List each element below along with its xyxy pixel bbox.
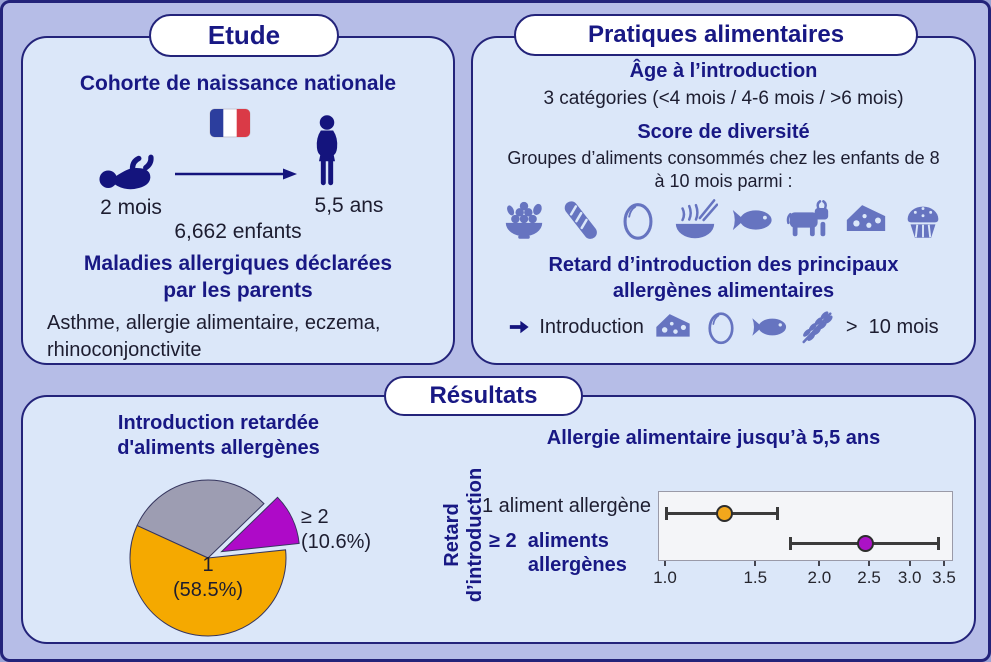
muffin-icon <box>900 197 946 243</box>
forest-row-label-2: ≥ 2 aliments allergènes <box>489 530 627 576</box>
ci-cap-high <box>937 536 941 550</box>
pie-slice-1 <box>129 524 287 637</box>
baguette-icon <box>558 197 604 243</box>
or-dot <box>857 534 875 552</box>
wheat-icon <box>797 307 837 347</box>
or-dot <box>715 504 733 522</box>
ci-cap-low <box>664 506 668 520</box>
results-title-pill: Résultats <box>384 376 583 416</box>
pie-slice-other <box>136 479 265 559</box>
pie-chart-title: Introduction retardée d'aliments allergè… <box>117 412 320 459</box>
x-tick-label: 1.5 <box>743 568 768 587</box>
baby-age-label: 2 mois <box>100 196 162 219</box>
x-tick-mark <box>664 561 666 566</box>
pie-label-main: 1 (58.5%) <box>172 554 244 601</box>
noodle-bowl-icon <box>672 197 718 243</box>
x-tick-label: 2.0 <box>807 568 832 587</box>
x-tick-label: 2.5 <box>857 568 881 587</box>
cohort-size: 6,662 enfants <box>174 220 302 243</box>
ci-cap-high <box>776 506 780 520</box>
fruit-bowl-icon <box>501 197 547 243</box>
x-tick-mark <box>943 561 945 566</box>
age-categories: 3 catégories (<4 mois / 4-6 mois / >6 mo… <box>543 88 904 109</box>
x-tick-label: 3.0 <box>897 568 922 587</box>
cow-icon <box>786 197 832 243</box>
pie-chart <box>129 479 300 637</box>
fish-icon <box>749 307 789 347</box>
delay-heading: Retard d’introduction des principaux all… <box>548 254 899 302</box>
study-title: Etude <box>207 20 281 50</box>
food-icons-row <box>471 196 976 244</box>
results-title: Résultats <box>429 382 538 409</box>
egg-icon <box>615 197 661 243</box>
x-tick-mark <box>868 561 871 566</box>
pie-slice-≥ 2 <box>220 496 300 553</box>
age-intro-heading: Âge à l’introduction <box>629 60 818 82</box>
x-tick-mark <box>908 561 911 566</box>
fish-icon <box>729 197 775 243</box>
practices-title-pill: Pratiques alimentaires <box>514 14 918 56</box>
x-tick-label: 3.5 <box>932 568 956 587</box>
child-age-label: 5,5 ans <box>314 194 384 217</box>
arrow-right-icon <box>173 166 299 182</box>
forest-y-axis-label: Retard d’introduction <box>441 467 486 603</box>
x-tick-label: 1.0 <box>653 568 677 587</box>
study-title-pill: Etude <box>149 14 339 57</box>
intro-arrow-icon <box>508 316 530 338</box>
french-flag-icon <box>209 108 251 138</box>
baby-icon <box>99 148 159 192</box>
practices-panel <box>471 36 976 365</box>
child-icon <box>311 114 343 190</box>
x-tick-mark <box>754 561 757 566</box>
diseases-heading: Maladies allergiques déclarées par les p… <box>83 252 393 303</box>
practices-title: Pratiques alimentaires <box>587 21 845 48</box>
diversity-description: Groupes d’aliments consommés chez les en… <box>507 148 940 192</box>
forest-plot-box <box>658 491 953 561</box>
cheese-icon <box>843 197 889 243</box>
introduction-label: Introduction <box>539 315 644 338</box>
x-tick-mark <box>818 561 821 566</box>
forest-title: Allergie alimentaire jusqu’à 5,5 ans <box>546 427 881 449</box>
diseases-list: Asthme, allergie alimentaire, eczema, rh… <box>47 312 381 361</box>
introduction-row: Introduction > 10 mois <box>471 304 976 350</box>
study-panel <box>21 36 455 365</box>
introduction-threshold: > 10 mois <box>845 315 939 338</box>
cheese-icon <box>653 307 693 347</box>
introduction-icons <box>653 307 837 347</box>
forest-row-label-1: 1 aliment allergène <box>482 495 651 517</box>
ci-cap-low <box>789 536 793 550</box>
diversity-heading: Score de diversité <box>637 121 810 143</box>
pie-label-exploded: ≥ 2 (10.6%) <box>301 506 372 553</box>
cohort-heading: Cohorte de naissance nationale <box>79 72 397 95</box>
forest-plot: 1.0 1.5 2.0 2.5 3.0 3.5 <box>653 491 956 591</box>
egg-icon <box>701 307 741 347</box>
